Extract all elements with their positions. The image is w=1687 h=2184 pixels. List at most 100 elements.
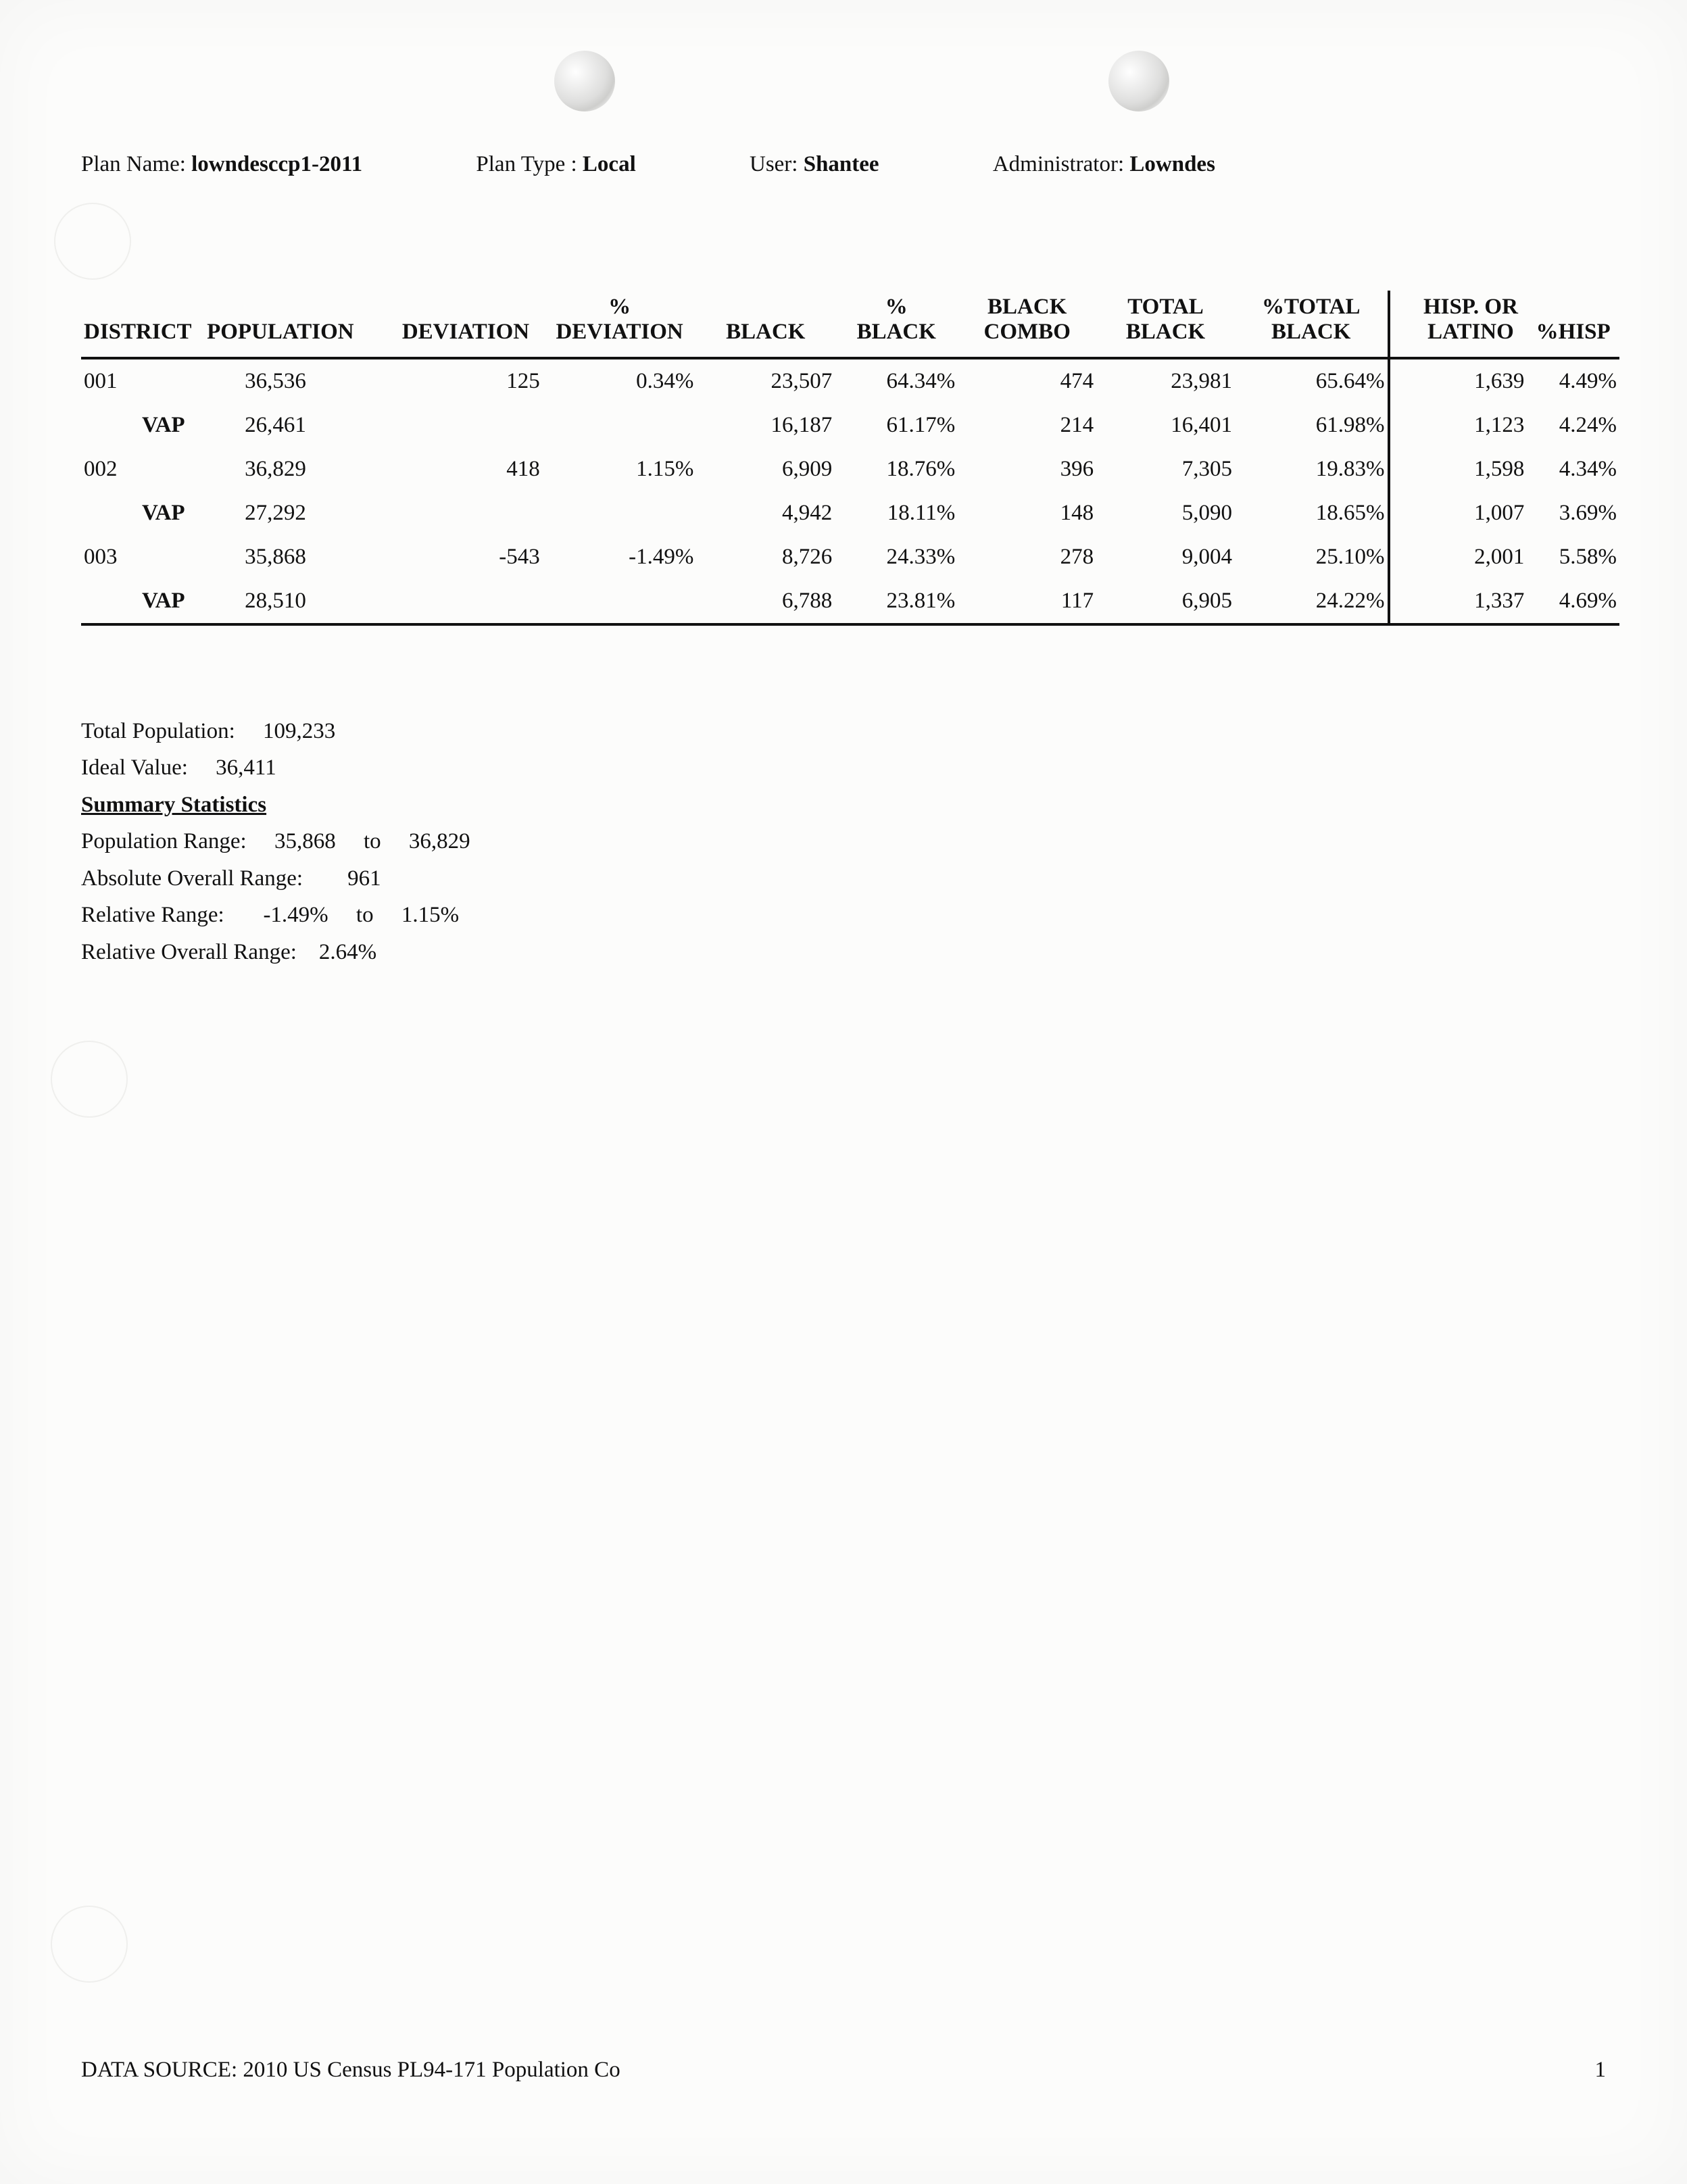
cell-black-combo: 148 — [958, 491, 1096, 535]
table-row: 00136,5361250.34%23,50764.34%47423,98165… — [81, 358, 1619, 403]
pop-range-hi: 36,829 — [409, 823, 470, 860]
cell-vap-label: VAP — [81, 403, 204, 447]
cell-black-combo: 474 — [958, 358, 1096, 403]
cell-total-black: 7,305 — [1096, 447, 1235, 491]
table-row-vap: VAP28,5106,78823.81%1176,90524.22%1,3374… — [81, 579, 1619, 624]
cell-total-black: 16,401 — [1096, 403, 1235, 447]
col-deviation: DEVIATION — [389, 291, 543, 358]
cell-pct-black: 18.76% — [835, 447, 958, 491]
page-footer: DATA SOURCE: 2010 US Census PL94-171 Pop… — [81, 2058, 1606, 2083]
plan-name-value: lowndesccp1-2011 — [191, 152, 362, 177]
cell-hisp: 1,598 — [1389, 447, 1527, 491]
plan-type-label: Plan Type : — [476, 152, 577, 177]
cell-pct-deviation: -1.49% — [543, 535, 697, 579]
cell-total-black: 9,004 — [1096, 535, 1235, 579]
col-total-black: TOTALBLACK — [1096, 291, 1235, 358]
cell-district: 003 — [81, 535, 204, 579]
cell-vap-label: VAP — [81, 579, 204, 624]
punch-hole-shadow — [1108, 51, 1169, 111]
abs-range-value: 961 — [347, 860, 381, 897]
cell-deviation: 125 — [389, 358, 543, 403]
cell-population: 26,461 — [204, 403, 389, 447]
cell-black-combo: 117 — [958, 579, 1096, 624]
cell-pct-total-black: 65.64% — [1235, 358, 1389, 403]
punch-hole-shadow — [554, 51, 615, 111]
rel-range-to: to — [356, 897, 374, 933]
cell-pct-hisp: 4.49% — [1527, 358, 1619, 403]
punch-hole-outline — [51, 1906, 128, 1983]
report-header: Plan Name: lowndesccp1-2011 Plan Type : … — [81, 152, 1619, 177]
cell-pct-total-black: 25.10% — [1235, 535, 1389, 579]
cell-pct-deviation: 1.15% — [543, 447, 697, 491]
data-source: DATA SOURCE: 2010 US Census PL94-171 Pop… — [81, 2058, 620, 2082]
cell-pct-hisp: 5.58% — [1527, 535, 1619, 579]
cell-pct-black: 18.11% — [835, 491, 958, 535]
cell-pct-black: 61.17% — [835, 403, 958, 447]
cell-population: 27,292 — [204, 491, 389, 535]
district-table: DISTRICT POPULATION DEVIATION %DEVIATION… — [81, 291, 1619, 645]
cell-total-black: 23,981 — [1096, 358, 1235, 403]
cell-pct-total-black: 24.22% — [1235, 579, 1389, 624]
cell-deviation: 418 — [389, 447, 543, 491]
cell-black: 8,726 — [696, 535, 835, 579]
rel-range-label: Relative Range: — [81, 897, 224, 933]
ideal-label: Ideal Value: — [81, 749, 188, 786]
page-number: 1 — [1595, 2058, 1607, 2083]
cell-pct-hisp: 3.69% — [1527, 491, 1619, 535]
table-row-vap: VAP27,2924,94218.11%1485,09018.65%1,0073… — [81, 491, 1619, 535]
cell-vap-label: VAP — [81, 491, 204, 535]
cell-hisp: 1,639 — [1389, 358, 1527, 403]
abs-range-label: Absolute Overall Range: — [81, 860, 303, 897]
plan-name-label: Plan Name: — [81, 152, 186, 177]
cell-pct-hisp: 4.24% — [1527, 403, 1619, 447]
punch-hole-outline — [54, 203, 131, 280]
cell-hisp: 1,123 — [1389, 403, 1527, 447]
cell-black: 6,909 — [696, 447, 835, 491]
user-value: Shantee — [804, 152, 879, 177]
pop-range-to: to — [364, 823, 381, 860]
cell-pct-black: 23.81% — [835, 579, 958, 624]
cell-pct-total-black: 61.98% — [1235, 403, 1389, 447]
cell-population: 36,829 — [204, 447, 389, 491]
ideal-value: 36,411 — [216, 749, 276, 786]
table-row: 00335,868-543-1.49%8,72624.33%2789,00425… — [81, 535, 1619, 579]
rel-overall-value: 2.64% — [319, 934, 376, 970]
col-pct-deviation: %DEVIATION — [543, 291, 697, 358]
cell-black-combo: 214 — [958, 403, 1096, 447]
table-body: 00136,5361250.34%23,50764.34%47423,98165… — [81, 358, 1619, 624]
cell-pct-hisp: 4.34% — [1527, 447, 1619, 491]
cell-pct-hisp: 4.69% — [1527, 579, 1619, 624]
plan-type-value: Local — [583, 152, 636, 177]
cell-hisp: 1,007 — [1389, 491, 1527, 535]
cell-population: 28,510 — [204, 579, 389, 624]
cell-population: 35,868 — [204, 535, 389, 579]
col-pct-black: %BLACK — [835, 291, 958, 358]
cell-total-black: 5,090 — [1096, 491, 1235, 535]
table-header-row: DISTRICT POPULATION DEVIATION %DEVIATION… — [81, 291, 1619, 358]
col-hisp: HISP. ORLATINO — [1389, 291, 1527, 358]
col-district: DISTRICT — [81, 291, 204, 358]
col-black: BLACK — [696, 291, 835, 358]
col-black-combo: BLACKCOMBO — [958, 291, 1096, 358]
cell-deviation: -543 — [389, 535, 543, 579]
district-table-wrap: DISTRICT POPULATION DEVIATION %DEVIATION… — [81, 291, 1619, 645]
cell-pct-black: 24.33% — [835, 535, 958, 579]
cell-district: 002 — [81, 447, 204, 491]
cell-pct-deviation: 0.34% — [543, 358, 697, 403]
cell-hisp: 2,001 — [1389, 535, 1527, 579]
cell-hisp: 1,337 — [1389, 579, 1527, 624]
summary-block: Total Population: 109,233 Ideal Value: 3… — [81, 713, 470, 970]
cell-total-black: 6,905 — [1096, 579, 1235, 624]
table-row: 00236,8294181.15%6,90918.76%3967,30519.8… — [81, 447, 1619, 491]
pop-range-label: Population Range: — [81, 823, 247, 860]
cell-black: 16,187 — [696, 403, 835, 447]
admin-label: Administrator: — [993, 152, 1124, 177]
rel-range-lo: -1.49% — [263, 897, 328, 933]
cell-black: 4,942 — [696, 491, 835, 535]
cell-population: 36,536 — [204, 358, 389, 403]
pop-range-lo: 35,868 — [274, 823, 336, 860]
cell-black: 23,507 — [696, 358, 835, 403]
col-pct-total-black: %TOTALBLACK — [1235, 291, 1389, 358]
user-label: User: — [750, 152, 798, 177]
admin-value: Lowndes — [1129, 152, 1215, 177]
